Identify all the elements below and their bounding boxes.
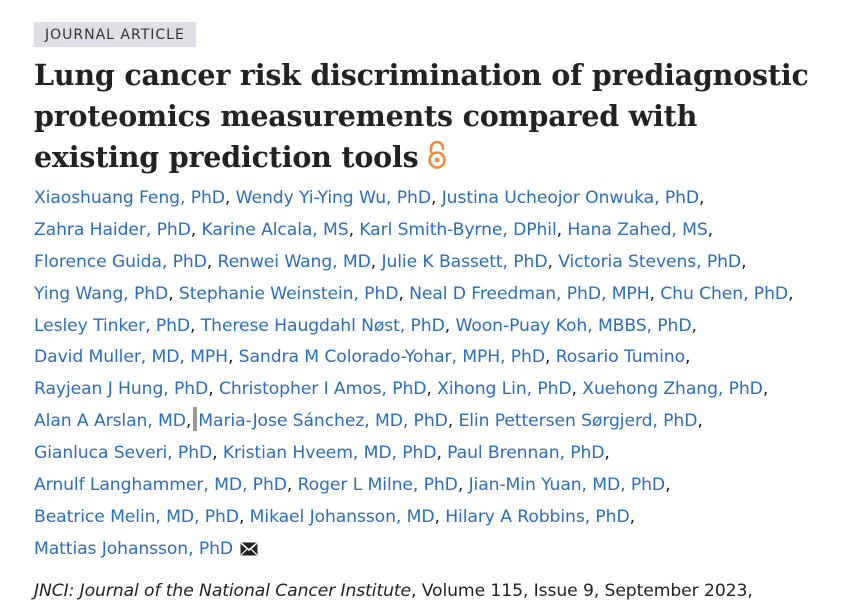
author-separator: , — [430, 188, 442, 208]
author-link[interactable]: Elin Pettersen Sørgjerd, PhD — [458, 411, 698, 432]
author-link[interactable]: Julie K Bassett, PhD — [381, 251, 548, 272]
author-link[interactable]: Therese Haugdahl Nøst, PhD — [200, 315, 445, 336]
article-title-text: Lung cancer risk discrimination of predi… — [34, 58, 809, 174]
author-link[interactable]: Christopher I Amos, PhD — [218, 379, 427, 400]
author-link[interactable]: Arnulf Langhammer, MD, PhD — [34, 475, 287, 496]
author-link[interactable]: Lesley Tinker, PhD — [34, 315, 191, 336]
author-line: Beatrice Melin, MD, PhD, Mikael Johansso… — [34, 502, 842, 534]
author-link[interactable]: Mattias Johansson, PhD — [34, 538, 234, 559]
article-type-badge: JOURNAL ARTICLE — [34, 22, 196, 47]
author-link[interactable]: Victoria Stevens, PhD — [558, 251, 742, 272]
author-link[interactable]: Paul Brennan, PhD — [447, 443, 605, 464]
author-link[interactable]: Roger L Milne, PhD — [297, 475, 458, 496]
author-link[interactable]: Xiaoshuang Feng, PhD — [34, 188, 225, 208]
author-link[interactable]: Zahra Haider, PhD — [34, 219, 191, 240]
author-link[interactable]: Rosario Tumino — [555, 347, 686, 368]
author-separator: , — [762, 379, 769, 400]
author-separator: , — [436, 443, 448, 464]
citation-details: , Volume 115, Issue 9, September 2023, — [411, 580, 753, 601]
author-separator: , — [547, 251, 559, 272]
author-separator: , — [224, 188, 236, 208]
author-separator: , — [788, 283, 794, 304]
author-link[interactable]: Alan A Arslan, MD — [34, 411, 186, 432]
author-link[interactable]: Florence Guida, PhD — [34, 251, 207, 272]
author-separator: , — [206, 251, 218, 272]
author-link[interactable]: Wendy Yi-Ying Wu, PhD — [235, 188, 431, 208]
author-separator: , — [370, 251, 382, 272]
author-separator: , — [426, 379, 438, 400]
author-line: Ying Wang, PhD, Stephanie Weinstein, PhD… — [34, 279, 842, 311]
author-line: Xiaoshuang Feng, PhD, Wendy Yi-Ying Wu, … — [34, 183, 842, 215]
author-separator: , — [444, 315, 456, 336]
author-link[interactable]: David Muller, MD, MPH — [34, 347, 228, 368]
author-link[interactable]: Ying Wang, PhD — [34, 283, 169, 304]
author-link[interactable]: Woon-Puay Koh, MBBS, PhD — [455, 315, 692, 336]
author-separator: , — [544, 347, 556, 368]
text-cursor-highlight — [193, 407, 198, 432]
author-line: Rayjean J Hung, PhD, Christopher I Amos,… — [34, 374, 842, 406]
author-separator: , — [348, 219, 360, 240]
author-separator: , — [629, 506, 635, 527]
author-separator: , — [556, 219, 568, 240]
article-title: Lung cancer risk discrimination of predi… — [34, 55, 824, 181]
author-separator: , — [457, 475, 469, 496]
author-separator: , — [185, 411, 192, 432]
envelope-icon[interactable] — [240, 536, 258, 568]
author-line: Gianluca Severi, PhD, Kristian Hveem, MD… — [34, 438, 842, 470]
author-link[interactable]: Kristian Hveem, MD, PhD — [222, 443, 437, 464]
author-separator: , — [212, 443, 223, 464]
author-separator: , — [190, 219, 202, 240]
author-separator: , — [697, 411, 703, 432]
author-separator: , — [691, 315, 697, 336]
author-link[interactable]: Neal D Freedman, PhD, MPH — [409, 283, 650, 304]
open-access-icon[interactable] — [426, 140, 448, 181]
author-link[interactable]: Karine Alcala, MS — [201, 219, 349, 240]
author-separator: , — [665, 475, 671, 496]
author-link[interactable]: Chu Chen, PhD — [660, 283, 788, 304]
author-line: Arnulf Langhammer, MD, PhD, Roger L Miln… — [34, 470, 842, 502]
author-link[interactable]: Maria-Jose Sánchez, MD, PhD — [198, 411, 448, 432]
author-separator: , — [286, 475, 298, 496]
author-separator: , — [649, 283, 661, 304]
author-link[interactable]: Gianluca Severi, PhD — [34, 443, 213, 464]
author-separator: , — [208, 379, 219, 400]
author-separator: , — [190, 315, 201, 336]
author-link[interactable]: Xuehong Zhang, PhD — [582, 379, 763, 400]
author-link[interactable]: Hilary A Robbins, PhD — [445, 506, 630, 527]
journal-name: JNCI: Journal of the National Cancer Ins… — [34, 580, 411, 601]
author-link[interactable]: Mikael Johansson, MD — [249, 506, 435, 527]
author-line: Mattias Johansson, PhD — [34, 534, 842, 566]
author-separator: , — [238, 506, 250, 527]
author-list: Xiaoshuang Feng, PhD, Wendy Yi-Ying Wu, … — [34, 183, 842, 566]
author-separator: , — [699, 188, 705, 208]
author-separator: , — [168, 283, 179, 304]
author-link[interactable]: Justina Ucheojor Onwuka, PhD — [441, 188, 700, 208]
author-link[interactable]: Karl Smith-Byrne, DPhil — [359, 219, 557, 240]
author-line: David Muller, MD, MPH, Sandra M Colorado… — [34, 342, 842, 374]
author-link[interactable]: Jian-Min Yuan, MD, PhD — [468, 475, 666, 496]
author-separator: , — [685, 347, 691, 368]
author-link[interactable]: Stephanie Weinstein, PhD — [178, 283, 399, 304]
author-link[interactable]: Sandra M Colorado-Yohar, MPH, PhD — [238, 347, 545, 368]
citation: JNCI: Journal of the National Cancer Ins… — [34, 581, 842, 601]
author-link[interactable]: Rayjean J Hung, PhD — [34, 379, 209, 400]
author-line: Lesley Tinker, PhD, Therese Haugdahl Nøs… — [34, 311, 842, 343]
author-separator: , — [398, 283, 410, 304]
author-link[interactable]: Xihong Lin, PhD — [437, 379, 572, 400]
author-line: Alan A Arslan, MD, Maria-Jose Sánchez, MD… — [34, 406, 842, 438]
author-separator: , — [227, 347, 239, 368]
author-separator: , — [707, 219, 714, 240]
author-separator: , — [447, 411, 459, 432]
author-separator: , — [434, 506, 446, 527]
author-line: Florence Guida, PhD, Renwei Wang, MD, Ju… — [34, 247, 842, 279]
author-separator: , — [604, 443, 610, 464]
author-separator: , — [571, 379, 583, 400]
author-link[interactable]: Hana Zahed, MS — [567, 219, 708, 240]
author-line: Zahra Haider, PhD, Karine Alcala, MS, Ka… — [34, 215, 842, 247]
author-link[interactable]: Renwei Wang, MD — [217, 251, 371, 272]
author-link[interactable]: Beatrice Melin, MD, PhD — [34, 506, 239, 527]
author-separator: , — [741, 251, 747, 272]
